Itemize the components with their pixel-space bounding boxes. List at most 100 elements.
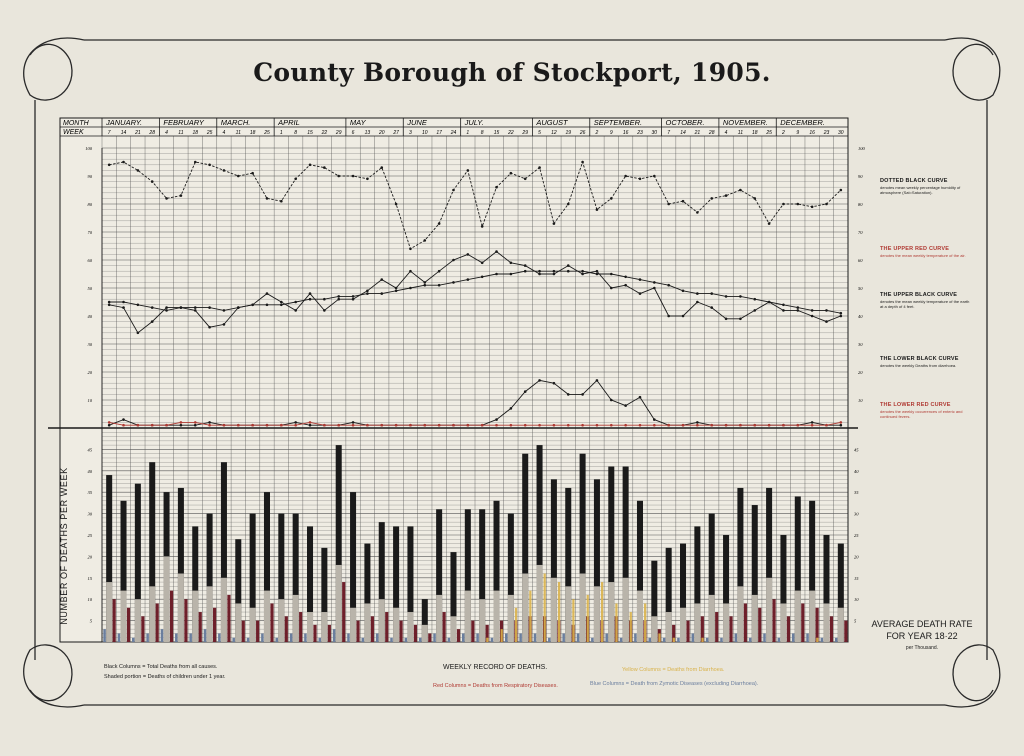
curve-point bbox=[696, 292, 699, 295]
total-deaths-bar bbox=[680, 543, 687, 642]
upper-scale-left-label: 90 bbox=[88, 174, 93, 179]
curve-line bbox=[109, 421, 841, 426]
zymotic-bar bbox=[146, 633, 149, 642]
zymotic-bar bbox=[404, 637, 408, 642]
decorative-border bbox=[23, 37, 1001, 708]
week-day-label: 26 bbox=[579, 130, 586, 136]
legend-text: denotes mean weekly percentage humidity … bbox=[880, 185, 961, 195]
upper-scale-right-label: 90 bbox=[858, 174, 863, 179]
curve-point bbox=[495, 185, 498, 189]
total-deaths-bar bbox=[636, 500, 643, 642]
diarrhoea-bar bbox=[557, 582, 561, 642]
total-deaths-bar bbox=[766, 487, 773, 642]
lower-scale-left-label: 15 bbox=[88, 576, 93, 581]
curve-point bbox=[251, 303, 254, 307]
zymotic-bar bbox=[203, 629, 207, 642]
infant-deaths-shade bbox=[665, 612, 672, 642]
infant-deaths-shade bbox=[536, 564, 543, 642]
upper-scale-left-label: 40 bbox=[88, 314, 93, 319]
zymotic-bar bbox=[189, 633, 192, 642]
total-deaths-bar bbox=[622, 466, 629, 642]
week-day-label: 24 bbox=[450, 130, 457, 136]
month-label: NOVEMBER. bbox=[723, 118, 768, 127]
curve-point bbox=[638, 423, 642, 427]
curve-point bbox=[150, 306, 154, 309]
diarrhoea-bar bbox=[486, 637, 489, 642]
week-day-label: 9 bbox=[610, 130, 613, 136]
curve-point bbox=[724, 317, 728, 321]
lower-scale-right-label: 5 bbox=[854, 619, 857, 624]
week-day-label: 7 bbox=[108, 130, 111, 136]
curve-point bbox=[136, 423, 140, 427]
total-deaths-bar bbox=[307, 526, 314, 642]
curve-point bbox=[193, 423, 197, 427]
curve-point bbox=[380, 292, 384, 295]
zymotic-bar bbox=[548, 637, 551, 642]
infant-deaths-shade bbox=[464, 590, 471, 642]
infant-deaths-shade bbox=[622, 577, 629, 642]
upper-scale-right-label: 10 bbox=[858, 398, 863, 403]
curve-point bbox=[193, 309, 197, 312]
curve-point bbox=[581, 423, 584, 427]
infant-deaths-shade bbox=[278, 599, 285, 642]
total-deaths-bar bbox=[134, 483, 141, 642]
curve-point bbox=[208, 306, 211, 309]
curve-point bbox=[753, 197, 757, 200]
week-day-label: 5 bbox=[538, 130, 541, 136]
curve-point bbox=[523, 264, 527, 267]
upper-scale-right-label: 50 bbox=[858, 286, 863, 291]
total-deaths-bar bbox=[364, 543, 371, 642]
total-deaths-bar bbox=[708, 513, 715, 642]
infant-deaths-shade bbox=[479, 599, 486, 642]
curve-point bbox=[337, 174, 341, 178]
month-label: FEBRUARY bbox=[163, 118, 205, 127]
curve-point bbox=[739, 188, 742, 192]
legend-text: denotes the mean weekly temperature of t… bbox=[880, 299, 970, 309]
curve-point bbox=[294, 423, 297, 427]
curve-point bbox=[581, 272, 584, 276]
week-day-label: 16 bbox=[623, 130, 629, 136]
curve-point bbox=[308, 421, 312, 424]
infant-deaths-shade bbox=[766, 577, 773, 642]
curve-point bbox=[609, 286, 613, 290]
curve-point bbox=[294, 177, 297, 181]
curve-point bbox=[523, 177, 527, 181]
week-day-label: 27 bbox=[392, 130, 399, 136]
respiratory-bar bbox=[342, 582, 346, 642]
curve-point bbox=[638, 177, 642, 181]
curve-point bbox=[495, 272, 498, 276]
total-deaths-bar bbox=[565, 487, 572, 642]
week-day-label: 19 bbox=[565, 130, 571, 136]
infant-deaths-shade bbox=[751, 594, 758, 642]
curve-point bbox=[193, 306, 197, 309]
upper-scale-right-label: 80 bbox=[858, 202, 863, 207]
curve-point bbox=[552, 381, 556, 385]
zymotic-bar bbox=[720, 637, 723, 642]
week-day-label: 18 bbox=[192, 130, 198, 136]
curve-point bbox=[710, 292, 714, 295]
curve-point bbox=[380, 423, 384, 427]
month-label: JANUARY. bbox=[105, 118, 142, 127]
curve-point bbox=[265, 303, 269, 307]
curve-point bbox=[739, 295, 742, 298]
y-axis-label: NUMBER OF DEATHS PER WEEK bbox=[59, 467, 69, 625]
curve-point bbox=[509, 423, 513, 427]
lower-scale-right-label: 40 bbox=[854, 469, 859, 474]
curve-point bbox=[566, 269, 570, 273]
curve-point bbox=[595, 272, 599, 276]
curve-point bbox=[538, 269, 541, 273]
curve-point bbox=[839, 423, 843, 427]
week-day-label: 25 bbox=[206, 130, 213, 136]
lower-scale-right-label: 20 bbox=[854, 554, 859, 559]
zymotic-bar bbox=[734, 633, 738, 642]
legend-title: DOTTED BLACK CURVE bbox=[880, 178, 948, 184]
infant-deaths-shade bbox=[307, 612, 314, 642]
curve-point bbox=[667, 202, 670, 206]
curve-point bbox=[351, 421, 355, 424]
curve-point bbox=[739, 423, 742, 427]
week-day-label: 2 bbox=[781, 130, 785, 136]
curve-point bbox=[466, 278, 470, 281]
zymotic-bar bbox=[834, 637, 838, 642]
curve-point bbox=[107, 423, 111, 427]
week-day-label: 25 bbox=[765, 130, 772, 136]
